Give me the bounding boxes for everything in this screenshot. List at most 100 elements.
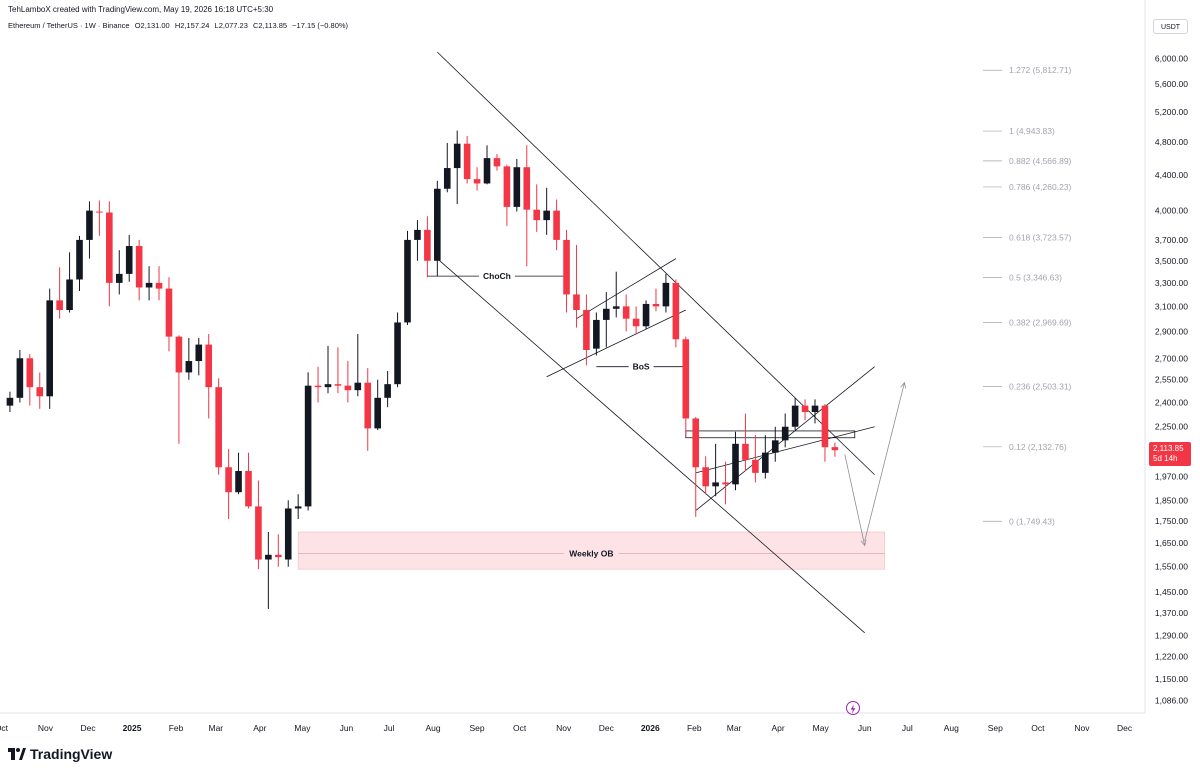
ohlc-close: C2,113.85 bbox=[253, 21, 288, 30]
candle-body bbox=[215, 387, 222, 468]
candle-body bbox=[16, 358, 24, 398]
tradingview-logo[interactable]: TradingView bbox=[8, 744, 112, 764]
candle-body bbox=[702, 467, 709, 487]
fib-level-label: 0.618 (3,723.57) bbox=[1009, 233, 1072, 243]
price-tick-label: 2,700.00 bbox=[1155, 353, 1188, 363]
annotation-labels: ChoCh BoS Weekly OB bbox=[478, 270, 654, 560]
candle-body bbox=[712, 482, 719, 487]
projection-arrow-line[interactable] bbox=[864, 382, 905, 542]
candle-body bbox=[523, 167, 531, 210]
price-tick-label: 2,550.00 bbox=[1155, 375, 1188, 385]
trend-line[interactable] bbox=[546, 309, 686, 378]
time-tick-label: Dec bbox=[80, 723, 96, 733]
projection-arrow-head bbox=[860, 539, 867, 547]
candle-body bbox=[135, 246, 143, 288]
time-tick-label: Jul bbox=[902, 723, 913, 733]
candle-body bbox=[612, 306, 620, 309]
candle-body bbox=[722, 482, 729, 485]
candle-body bbox=[434, 188, 441, 261]
price-tick-label: 1,970.00 bbox=[1155, 472, 1188, 482]
price-tick-label: 3,500.00 bbox=[1155, 256, 1188, 266]
tradingview-logo-icon bbox=[8, 748, 26, 760]
price-tick-label: 4,400.00 bbox=[1155, 170, 1188, 180]
time-tick-label: Feb bbox=[169, 723, 184, 733]
time-tick-label: Nov bbox=[1074, 723, 1090, 733]
candle-body bbox=[682, 339, 690, 419]
fib-level-label: 0.882 (4,566.89) bbox=[1009, 156, 1072, 166]
trend-line[interactable] bbox=[576, 258, 677, 320]
projection-arrow-line[interactable] bbox=[844, 454, 866, 546]
trend-line[interactable] bbox=[437, 51, 875, 476]
candle-body bbox=[771, 440, 779, 453]
time-tick-label: Aug bbox=[944, 723, 959, 733]
fib-level-label: 0.5 (3,346.63) bbox=[1009, 273, 1062, 283]
price-tick-label: 5,200.00 bbox=[1155, 107, 1188, 117]
candle-body bbox=[125, 246, 133, 274]
trend-line[interactable] bbox=[437, 258, 865, 634]
candle-body bbox=[225, 467, 232, 493]
candle-body bbox=[145, 282, 153, 288]
candle-body bbox=[115, 273, 123, 283]
candle-body bbox=[602, 308, 610, 320]
time-tick-label: Sep bbox=[988, 723, 1003, 733]
last-price-value: 2,113.85 bbox=[1153, 444, 1184, 453]
candle-body bbox=[374, 397, 381, 429]
currency-button[interactable]: USDT bbox=[1153, 19, 1188, 34]
price-tick-label: 2,250.00 bbox=[1155, 422, 1188, 432]
candle-body bbox=[195, 344, 203, 362]
support-box[interactable] bbox=[685, 430, 856, 439]
time-axis[interactable]: Oct Nov Dec 2025 Feb Mar Apr May Jun Jul Aug Sep Oct… bbox=[0, 712, 1145, 733]
candle-body bbox=[821, 405, 829, 448]
candle-body bbox=[56, 300, 63, 311]
candle-body bbox=[672, 282, 680, 340]
time-tick-label: Jul bbox=[384, 723, 395, 733]
candle-body bbox=[96, 211, 103, 213]
candle-body bbox=[155, 282, 163, 289]
candle-body bbox=[324, 384, 332, 388]
time-tick-label: Mar bbox=[209, 723, 224, 733]
symbol-name[interactable]: Ethereum / TetherUS · 1W · Binance bbox=[8, 21, 130, 30]
time-tick-label: Sep bbox=[470, 723, 485, 733]
time-tick-label: Nov bbox=[38, 723, 54, 733]
ohlc-high: H2,157.24 bbox=[174, 21, 210, 30]
time-tick-label: Apr bbox=[771, 723, 784, 733]
symbol-legend: Ethereum / TetherUS · 1W · Binance O2,13… bbox=[8, 21, 351, 30]
candle-body bbox=[414, 229, 421, 240]
price-tick-label: 1,750.00 bbox=[1155, 516, 1188, 526]
candle-body bbox=[573, 294, 580, 311]
candle-body bbox=[354, 382, 362, 391]
candle-body bbox=[394, 322, 401, 385]
time-tick-label: Oct bbox=[513, 723, 527, 733]
annotation-lines[interactable] bbox=[427, 275, 856, 439]
candle-body bbox=[205, 344, 213, 388]
candle-body bbox=[364, 382, 372, 429]
last-price-tag: 2,113.85 5d 14h bbox=[1149, 442, 1191, 466]
tradingview-logo-text: TradingView bbox=[30, 746, 113, 762]
price-tick-label: 3,100.00 bbox=[1155, 301, 1188, 311]
lightning-icon[interactable] bbox=[846, 701, 860, 715]
weekly-ob-label: Weekly OB bbox=[569, 549, 613, 559]
candle-body bbox=[86, 210, 93, 240]
time-tick-label: Apr bbox=[253, 723, 266, 733]
candle-body bbox=[622, 306, 630, 319]
price-tick-label: 4,000.00 bbox=[1155, 206, 1188, 216]
fibonacci-levels[interactable]: 1.272 (5,812.71) 1 (4,943.83) 0.882 (4,566… bbox=[983, 65, 1072, 526]
candle-body bbox=[294, 506, 302, 509]
candle-body bbox=[483, 158, 491, 184]
price-tick-label: 1,450.00 bbox=[1155, 587, 1188, 597]
candle-body bbox=[443, 168, 451, 189]
ohlc-low: L2,077.23 bbox=[214, 21, 248, 30]
price-axis[interactable]: 6,000.00 5,600.00 5,200.00 4,800.00 4,400.00… bbox=[1144, 0, 1188, 713]
fib-level-label: 0.382 (2,969.69) bbox=[1009, 317, 1072, 327]
price-tick-label: 5,600.00 bbox=[1155, 79, 1188, 89]
fib-level-label: 0.786 (4,260.23) bbox=[1009, 182, 1072, 192]
projection-arrows[interactable] bbox=[844, 381, 907, 547]
price-tick-label: 1,220.00 bbox=[1155, 652, 1188, 662]
candle-body bbox=[304, 385, 312, 507]
chart-credit: TehLamboX created with TradingView.com, … bbox=[8, 5, 274, 14]
candle-body bbox=[563, 239, 570, 295]
price-tick-label: 6,000.00 bbox=[1155, 53, 1188, 63]
candle-body bbox=[811, 405, 819, 413]
trend-lines[interactable] bbox=[437, 51, 875, 634]
